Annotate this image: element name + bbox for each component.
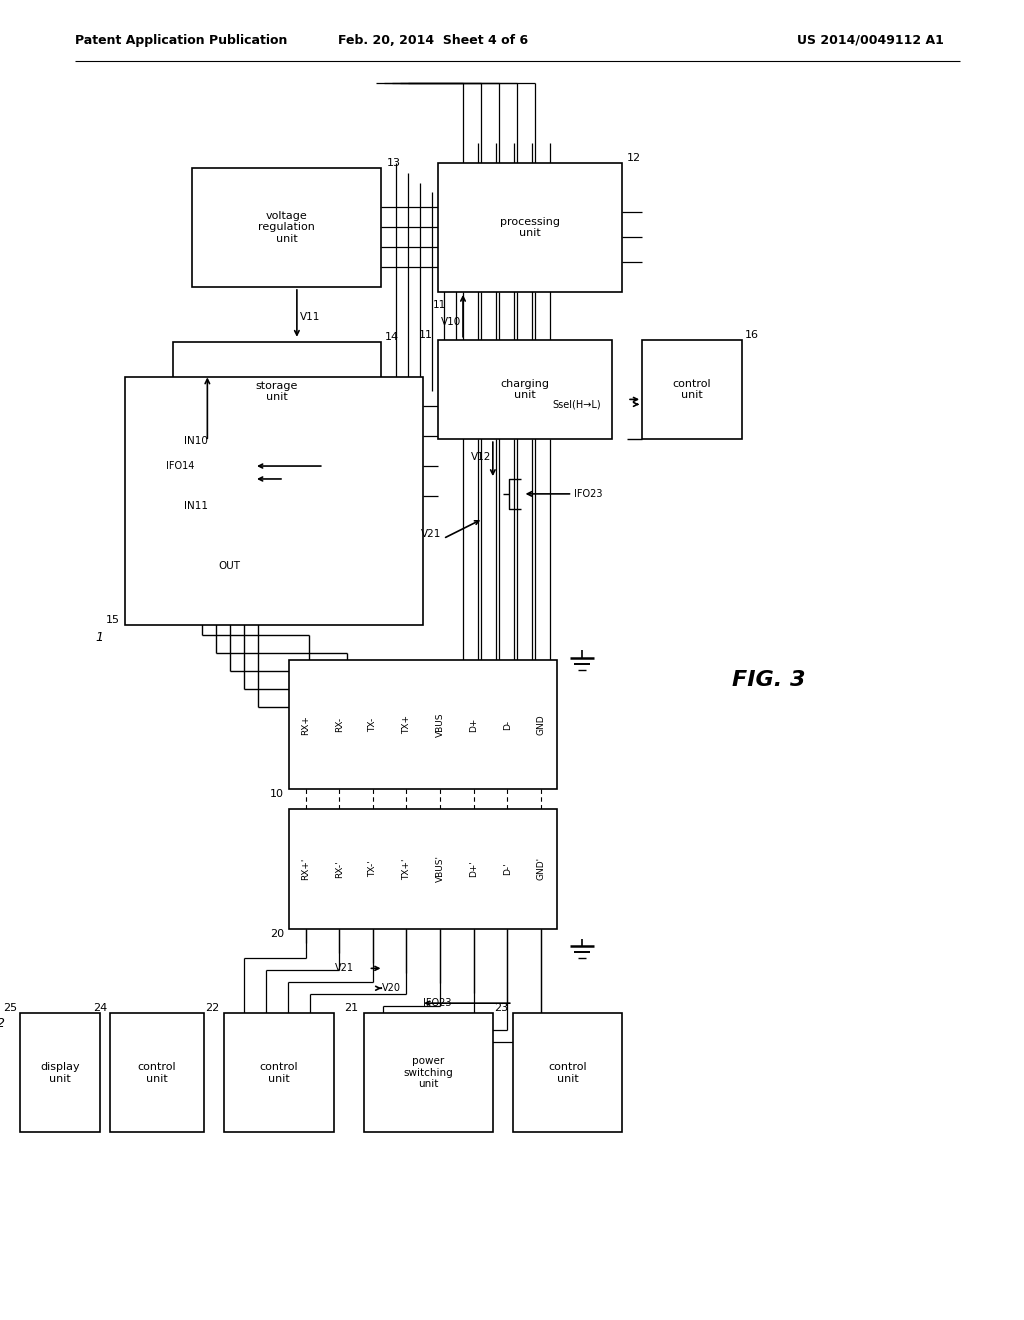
Text: power
switching
unit: power switching unit: [403, 1056, 453, 1089]
Bar: [289, 660, 557, 789]
Bar: [110, 1014, 205, 1133]
Bar: [173, 342, 381, 441]
Text: 10: 10: [270, 789, 284, 800]
Text: 11: 11: [433, 300, 446, 310]
Bar: [20, 1014, 100, 1133]
Bar: [125, 376, 423, 626]
Text: IFO14: IFO14: [166, 461, 194, 471]
Text: 15: 15: [105, 615, 120, 626]
Text: VBUS': VBUS': [435, 855, 444, 882]
Bar: [193, 168, 381, 286]
Text: processing
unit: processing unit: [500, 216, 560, 238]
Text: charging
unit: charging unit: [501, 379, 550, 400]
Text: FIG. 3: FIG. 3: [731, 669, 805, 690]
Text: V20: V20: [381, 983, 400, 993]
Text: D+': D+': [469, 861, 478, 878]
Text: Ssel(H→L): Ssel(H→L): [553, 400, 601, 409]
Bar: [289, 809, 557, 928]
Text: RX+': RX+': [301, 858, 310, 880]
Text: GND': GND': [537, 857, 545, 880]
Text: 20: 20: [270, 928, 284, 939]
Text: 25: 25: [3, 1003, 17, 1014]
Text: TX-': TX-': [369, 861, 378, 878]
Text: control
unit: control unit: [548, 1063, 587, 1084]
Text: 2: 2: [0, 1016, 5, 1030]
Text: TX-: TX-: [369, 718, 378, 731]
Text: IFO23: IFO23: [574, 488, 603, 499]
Text: control
unit: control unit: [138, 1063, 176, 1084]
Text: US 2014/0049112 A1: US 2014/0049112 A1: [798, 34, 944, 46]
Text: 14: 14: [384, 331, 398, 342]
Bar: [438, 162, 623, 292]
Bar: [224, 1014, 334, 1133]
Text: V10: V10: [441, 317, 462, 327]
Text: IFO23: IFO23: [423, 998, 452, 1008]
Bar: [642, 339, 741, 440]
Text: 12: 12: [627, 153, 641, 162]
Text: RX-: RX-: [335, 717, 344, 733]
Text: 22: 22: [205, 1003, 219, 1014]
Text: V21: V21: [421, 529, 441, 539]
Text: TX+: TX+: [402, 715, 411, 734]
Bar: [513, 1014, 623, 1133]
Text: 1: 1: [95, 631, 103, 644]
Bar: [438, 339, 612, 440]
Text: 11: 11: [419, 330, 433, 339]
Text: V21: V21: [335, 964, 353, 973]
Text: voltage
regulation
unit: voltage regulation unit: [258, 211, 315, 244]
Text: IN10: IN10: [184, 436, 208, 446]
Text: Feb. 20, 2014  Sheet 4 of 6: Feb. 20, 2014 Sheet 4 of 6: [338, 34, 528, 46]
Text: D-': D-': [503, 862, 512, 875]
Text: 16: 16: [744, 330, 759, 339]
Text: display
unit: display unit: [40, 1063, 80, 1084]
Text: 24: 24: [92, 1003, 106, 1014]
Text: control
unit: control unit: [673, 379, 711, 400]
Text: 13: 13: [386, 157, 400, 168]
Text: 23: 23: [494, 1003, 508, 1014]
Bar: [364, 1014, 493, 1133]
Text: V11: V11: [300, 312, 321, 322]
Text: OUT: OUT: [218, 561, 241, 570]
Text: Patent Application Publication: Patent Application Publication: [75, 34, 288, 46]
Text: control
unit: control unit: [260, 1063, 298, 1084]
Text: V12: V12: [471, 451, 492, 462]
Text: RX+: RX+: [301, 714, 310, 735]
Text: IN11: IN11: [184, 500, 209, 511]
Text: storage
unit: storage unit: [256, 380, 298, 403]
Text: VBUS: VBUS: [435, 713, 444, 737]
Text: D+: D+: [469, 718, 478, 731]
Text: D-: D-: [503, 719, 512, 730]
Text: 21: 21: [344, 1003, 358, 1014]
Text: TX+': TX+': [402, 858, 411, 879]
Text: GND: GND: [537, 714, 545, 735]
Text: RX-': RX-': [335, 861, 344, 878]
